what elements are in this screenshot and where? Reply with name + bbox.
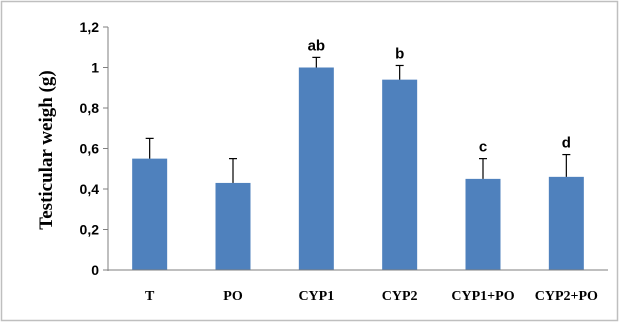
significance-label: b [395, 45, 404, 62]
bar [215, 182, 251, 270]
x-tick-label: CYP2+PO [535, 289, 598, 304]
x-tick-label: PO [223, 289, 243, 304]
x-axis-labels: T PO CYP1 CYP2 CYP1+PO CYP2+PO [145, 289, 598, 304]
x-tick-label: CYP1 [298, 289, 334, 304]
significance-label: c [479, 139, 487, 156]
x-tick-label: T [145, 289, 155, 304]
y-tick-label: 0 [91, 262, 99, 278]
bar [465, 178, 501, 270]
significance-label: d [562, 135, 571, 152]
y-tick-label: 0,6 [80, 141, 100, 157]
significance-labels: ab b c d [308, 37, 571, 155]
bar [132, 158, 168, 270]
y-tick-label: 0,4 [80, 181, 100, 197]
bars-group [132, 67, 584, 271]
y-tick-label: 1 [91, 60, 99, 76]
bar [298, 67, 334, 270]
significance-label: ab [308, 37, 326, 54]
x-tick-label: CYP2 [382, 289, 418, 304]
x-tick-label: CYP1+PO [451, 289, 514, 304]
y-axis-label: Testicular weigh (g) [36, 70, 57, 229]
y-tick-label: 0,2 [80, 222, 100, 238]
y-tick-label: 1,2 [80, 19, 100, 35]
error-bars-group [145, 56, 571, 183]
y-axis-ticks: 0 0,2 0,4 0,6 0,8 1 1,2 [80, 19, 108, 278]
y-tick-label: 0,8 [80, 100, 100, 116]
bar [548, 176, 584, 270]
bar [382, 79, 418, 271]
